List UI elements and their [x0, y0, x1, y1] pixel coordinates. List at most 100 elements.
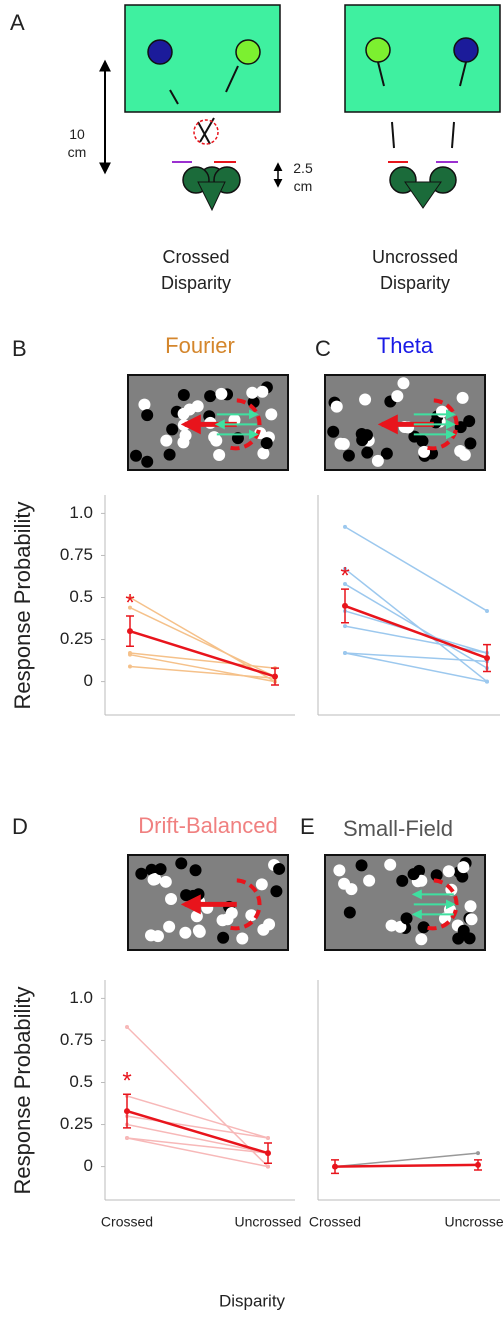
stimulus-dot: [327, 425, 340, 438]
stimulus-dot: [355, 859, 368, 872]
mean-line: [334, 1163, 479, 1168]
stimulus-dot: [397, 377, 410, 390]
subject-line: [344, 526, 488, 612]
stimulus-dot: [135, 867, 148, 880]
stimulus-dot: [360, 429, 373, 442]
offset-label: 2.5 cm: [293, 160, 313, 194]
mean-line: [129, 629, 276, 678]
subject-line: [129, 596, 276, 683]
chart-title: Drift-Balanced: [138, 813, 277, 838]
stimulus-dot: [165, 893, 178, 906]
subject-point: [266, 1164, 270, 1169]
stimulus-dot: [465, 913, 478, 926]
stimulus-dot: [456, 391, 469, 404]
error-bar: [123, 1093, 131, 1129]
x-tick-label: Crossed: [101, 1214, 153, 1230]
subject-point: [128, 595, 132, 600]
stimulus-dot: [179, 429, 192, 442]
y-tick-label: 1.0: [69, 988, 93, 1007]
subject-point: [343, 651, 347, 655]
stimulus-dot: [210, 434, 223, 447]
subject-point: [128, 664, 132, 669]
stimulus-dot: [265, 408, 278, 421]
mean-line: [126, 1109, 269, 1155]
significance-marker: *: [122, 1068, 131, 1095]
stimulus-dot: [464, 437, 477, 450]
significance-marker: *: [125, 589, 134, 616]
y-tick-label: 0.25: [60, 629, 93, 648]
stimulus-dot: [217, 931, 230, 944]
chart-title: Fourier: [165, 333, 235, 358]
error-bar: [341, 588, 349, 624]
y-tick-label: 0.5: [69, 1072, 93, 1091]
stimulus-dot: [363, 874, 376, 887]
stimulus-dot: [394, 920, 407, 933]
y-tick-label: 0: [84, 671, 93, 690]
subject-line: [126, 1026, 269, 1168]
chart-title: Theta: [377, 333, 434, 358]
subject-line: [129, 665, 276, 679]
stimulus-dot: [189, 864, 202, 877]
stimulus-dot: [175, 857, 188, 870]
subject-point: [343, 524, 347, 529]
stimulus-dot: [361, 446, 374, 459]
stimulus-dot: [380, 447, 393, 460]
stimulus-dot: [415, 933, 428, 946]
subject-point: [266, 1136, 270, 1140]
stimulus-dot: [333, 864, 346, 877]
subject-line: [344, 652, 488, 683]
stimulus-dot: [179, 926, 192, 939]
stimulus-dot: [400, 912, 413, 925]
subject-point: [485, 608, 489, 613]
distance-label: 10 cm: [67, 126, 87, 160]
stimulus-dot: [257, 447, 270, 460]
stimulus-dot: [191, 400, 204, 413]
stimulus-dot: [359, 393, 372, 406]
stimulus-dot: [166, 423, 179, 436]
stimulus-dot: [130, 449, 143, 462]
x-tick-label: Uncrossed: [445, 1214, 504, 1230]
stimulus-dot: [193, 925, 206, 938]
stimulus-dot: [154, 863, 167, 876]
subject-line: [126, 1137, 269, 1154]
stimulus-dot: [141, 409, 154, 422]
y-tick-label: 1.0: [69, 503, 93, 522]
stimulus-dot: [204, 390, 217, 403]
subject-line: [129, 653, 276, 683]
y-tick-label: 0.5: [69, 587, 93, 606]
stimulus-dot: [163, 920, 176, 933]
stimulus-dot: [221, 913, 234, 926]
error-bar: [331, 1159, 339, 1175]
stimulus-dot: [371, 454, 384, 467]
error-bar: [474, 1159, 482, 1171]
stimulus-dot: [141, 455, 154, 468]
subject-line: [126, 1123, 269, 1154]
error-bar: [483, 643, 491, 673]
stimulus-dot: [330, 400, 343, 413]
x-tick-label: Crossed: [309, 1214, 361, 1230]
stimulus-dot: [180, 889, 193, 902]
stimulus-dot: [436, 405, 449, 418]
stimulus-dot: [192, 888, 205, 901]
stimulus-dot: [246, 386, 259, 399]
subject-line: [344, 652, 488, 663]
stimulus-dot: [452, 932, 465, 945]
subject-line: [126, 1095, 269, 1139]
chart-title: Small-Field: [343, 816, 453, 841]
subject-point: [485, 679, 489, 684]
stimulus-dot: [215, 387, 228, 400]
stimulus-dot: [270, 885, 283, 898]
subject-point: [476, 1151, 480, 1156]
stimulus-dot: [144, 929, 157, 942]
stimulus-dot: [256, 385, 269, 398]
subject-line: [129, 652, 276, 669]
stimulus-dot: [463, 415, 476, 428]
stimulus-dot: [396, 874, 409, 887]
significance-marker: *: [340, 562, 349, 589]
panel-label: D: [12, 814, 28, 839]
subject-point: [128, 605, 132, 610]
stimulus-dot: [245, 909, 258, 922]
panel-label: C: [315, 336, 331, 361]
